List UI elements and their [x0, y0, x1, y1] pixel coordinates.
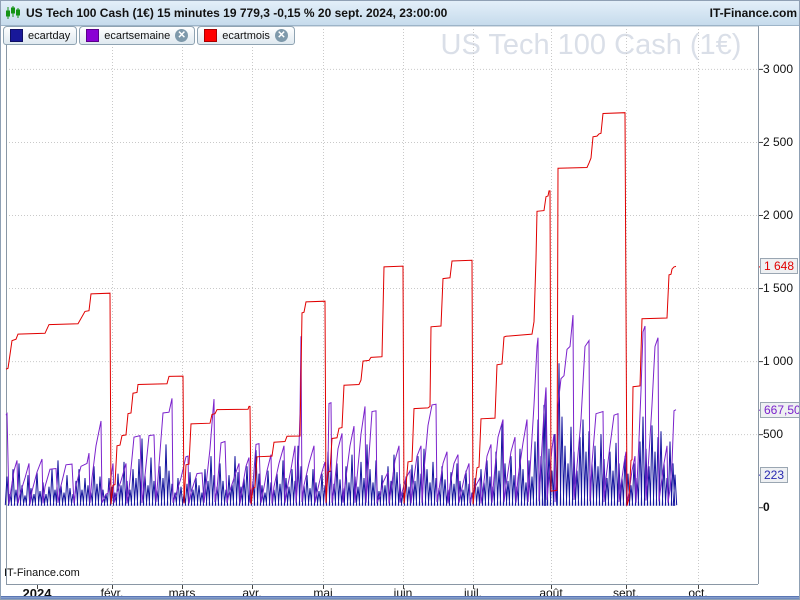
brand-link[interactable]: IT-Finance.com [709, 6, 797, 20]
legend-chip-ecartsemaine[interactable]: ecartsemaine ✕ [79, 26, 196, 45]
series-color-swatch [86, 29, 100, 42]
x-tick-label: sept. [612, 586, 640, 600]
remove-series-button[interactable]: ✕ [175, 29, 189, 42]
remove-series-button[interactable]: ✕ [274, 29, 288, 42]
last-value-marker-ecartday: 223 [760, 466, 789, 483]
legend-chip-ecartday[interactable]: ecartday [3, 26, 78, 45]
chart-watermark: US Tech 100 Cash (1€) [440, 29, 742, 61]
x-tick-label: août [539, 586, 563, 600]
y-tick-label: 500 [763, 427, 784, 442]
series-ecartmois [5, 112, 677, 506]
y-tick-label: 2 500 [763, 134, 794, 149]
x-tick-label: juin [393, 586, 413, 600]
y-tick-label: 1 000 [763, 354, 794, 369]
x-tick-label: mai [313, 586, 333, 600]
x-tick-label: 2024 [22, 586, 52, 600]
candlestick-chart-icon [6, 6, 20, 19]
x-tick-label: avr. [242, 586, 262, 600]
chart-title: US Tech 100 Cash (1€) 15 minutes 19 779,… [26, 6, 448, 20]
last-value-marker-ecartsemaine: 667,50 [760, 401, 799, 418]
legend-chip-label: ecartmois [222, 29, 270, 42]
series-color-swatch [10, 29, 23, 42]
y-tick-label: 3 000 [763, 61, 794, 76]
x-tick-label: févr. [100, 586, 124, 600]
window-bottom-bar [1, 596, 799, 599]
legend: ecartday ecartsemaine ✕ ecartmois ✕ [3, 26, 295, 45]
y-tick-label: 2 000 [763, 208, 794, 222]
legend-chip-label: ecartday [28, 29, 71, 42]
y-tick-label: 0 [763, 500, 770, 515]
series-ecartsemaine [5, 315, 677, 505]
chart-header-bar: US Tech 100 Cash (1€) 15 minutes 19 779,… [1, 1, 799, 26]
legend-chip-label: ecartsemaine [104, 29, 171, 42]
series-color-swatch [204, 29, 218, 42]
series-ecartday [4, 363, 678, 506]
last-value-marker-ecartmois: 1 648 [760, 258, 799, 275]
x-tick-label: mars [168, 586, 196, 600]
x-tick-label: oct. [688, 586, 708, 600]
legend-chip-ecartmois[interactable]: ecartmois ✕ [197, 26, 295, 45]
x-tick-label: juil. [463, 586, 483, 600]
y-tick-label: 1 500 [763, 281, 794, 296]
footer-watermark: IT-Finance.com [4, 567, 80, 579]
